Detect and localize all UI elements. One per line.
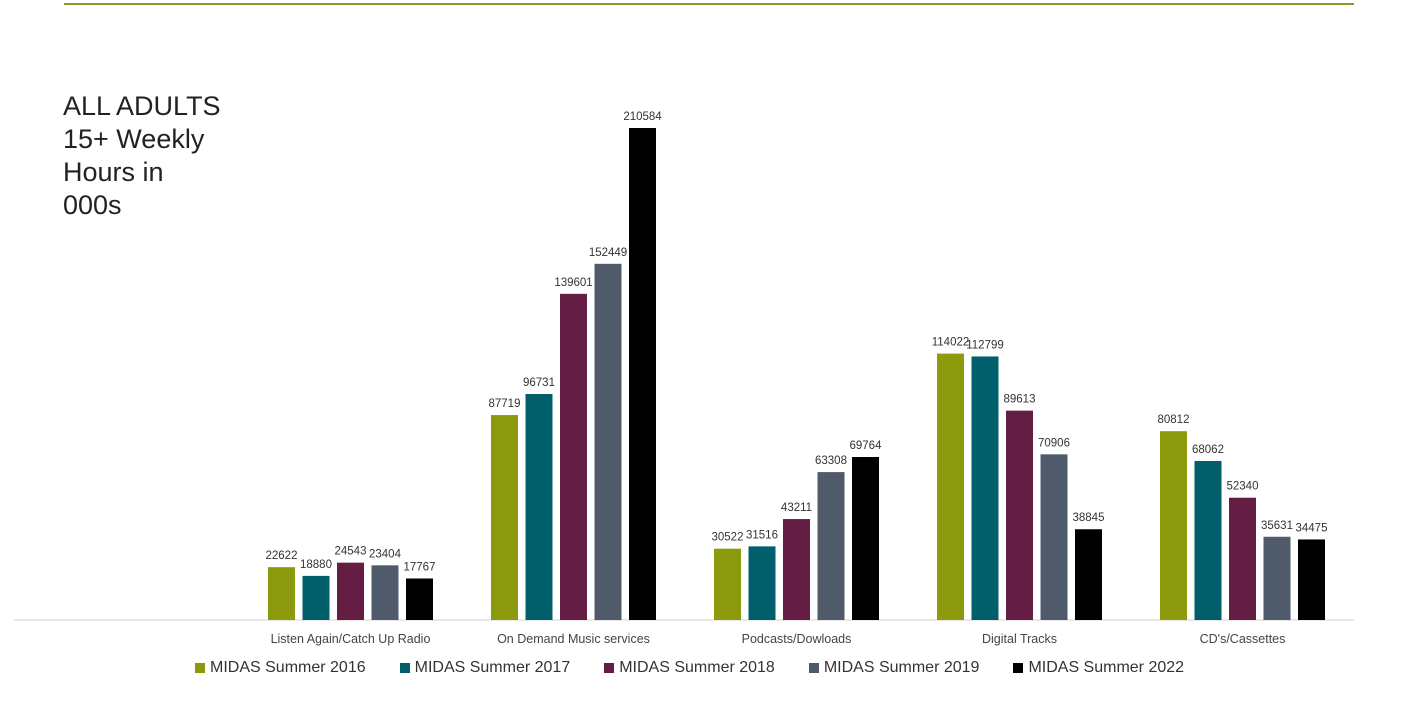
bar bbox=[1160, 431, 1187, 620]
data-label: 114022 bbox=[932, 337, 970, 349]
data-label: 139601 bbox=[554, 277, 592, 289]
bar bbox=[302, 575, 330, 620]
bar bbox=[525, 394, 553, 620]
category-label: On Demand Music services bbox=[497, 632, 650, 646]
legend-label: MIDAS Summer 2016 bbox=[210, 659, 366, 676]
data-label: 210584 bbox=[623, 111, 662, 123]
legend-label: MIDAS Summer 2022 bbox=[1028, 659, 1185, 676]
category-label: CD's/Cassettes bbox=[1200, 632, 1286, 646]
top-divider bbox=[64, 3, 1354, 5]
bar bbox=[817, 472, 845, 620]
data-label: 34475 bbox=[1296, 522, 1328, 534]
bar bbox=[1263, 536, 1291, 620]
legend-item: MIDAS Summer 2017 bbox=[399, 659, 571, 677]
data-label: 96731 bbox=[523, 377, 555, 389]
legend-swatch bbox=[399, 663, 410, 673]
data-label: 112799 bbox=[966, 339, 1004, 351]
bar bbox=[1194, 460, 1222, 620]
data-label: 22622 bbox=[266, 550, 298, 562]
legend-swatch bbox=[1013, 663, 1024, 673]
legend-item: MIDAS Summer 2016 bbox=[195, 659, 366, 677]
bar bbox=[371, 565, 399, 620]
legend-item: MIDAS Summer 2018 bbox=[604, 659, 775, 677]
bar bbox=[594, 263, 622, 620]
bar bbox=[1298, 539, 1325, 620]
data-label: 23404 bbox=[369, 548, 402, 560]
data-label: 30522 bbox=[712, 532, 744, 544]
data-label: 35631 bbox=[1261, 520, 1293, 532]
data-label: 38845 bbox=[1073, 512, 1105, 524]
data-label: 17767 bbox=[404, 561, 436, 573]
bar bbox=[268, 567, 295, 620]
bar bbox=[629, 128, 656, 620]
bar bbox=[971, 356, 999, 620]
data-label: 63308 bbox=[815, 455, 847, 467]
legend-label: MIDAS Summer 2017 bbox=[414, 659, 571, 676]
bar bbox=[491, 415, 518, 620]
legend-swatch bbox=[808, 663, 819, 673]
category-label: Podcasts/Dowloads bbox=[742, 632, 852, 646]
data-label: 52340 bbox=[1227, 481, 1259, 493]
data-label: 89613 bbox=[1004, 394, 1036, 406]
bar bbox=[852, 457, 879, 620]
bar bbox=[1040, 454, 1068, 620]
data-label: 18880 bbox=[300, 559, 332, 571]
chart-title: ALL ADULTS 15+ Weekly Hours in 000s bbox=[63, 91, 221, 220]
bar bbox=[783, 519, 810, 620]
data-label: 24543 bbox=[335, 546, 367, 558]
bar bbox=[1006, 410, 1033, 620]
category-label: Listen Again/Catch Up Radio bbox=[271, 632, 431, 646]
bar bbox=[560, 293, 587, 620]
data-label: 70906 bbox=[1038, 437, 1070, 449]
legend-label: MIDAS Summer 2018 bbox=[619, 659, 775, 676]
legend-item: MIDAS Summer 2022 bbox=[1013, 659, 1184, 677]
bar bbox=[1229, 497, 1256, 620]
bar bbox=[937, 353, 964, 620]
legend-label: MIDAS Summer 2019 bbox=[823, 659, 980, 676]
bar bbox=[1075, 529, 1102, 620]
data-label: 87719 bbox=[489, 398, 521, 410]
bar bbox=[406, 578, 433, 620]
chart-legend: MIDAS Summer 2016 MIDAS Summer 2017 MIDAS … bbox=[195, 656, 1184, 680]
data-label: 43211 bbox=[781, 502, 812, 514]
data-label: 80812 bbox=[1158, 414, 1190, 426]
bar bbox=[714, 548, 741, 620]
data-label: 69764 bbox=[850, 440, 883, 452]
category-label: Digital Tracks bbox=[982, 632, 1057, 646]
data-label: 31516 bbox=[746, 529, 778, 541]
bar bbox=[748, 546, 776, 620]
data-label: 68062 bbox=[1192, 444, 1224, 456]
legend-item: MIDAS Summer 2019 bbox=[808, 659, 980, 677]
bar bbox=[337, 562, 364, 620]
legend-swatch bbox=[195, 663, 205, 673]
data-label: 152449 bbox=[589, 247, 627, 259]
legend-swatch bbox=[604, 663, 615, 673]
